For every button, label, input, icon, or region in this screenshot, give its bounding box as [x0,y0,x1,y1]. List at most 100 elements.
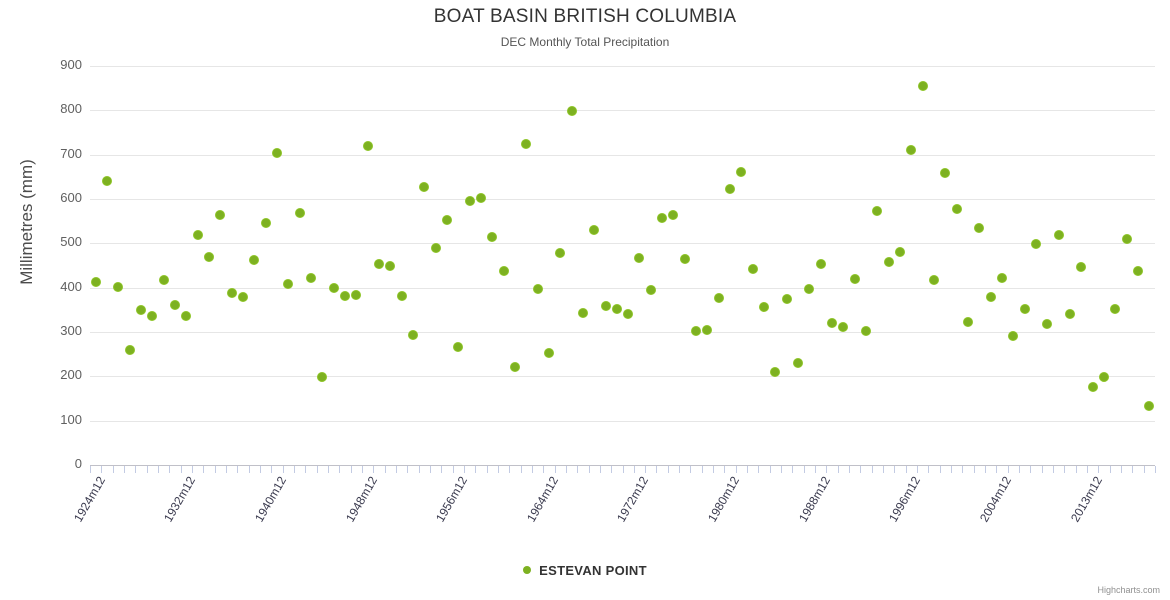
data-point[interactable] [272,149,281,158]
data-point[interactable] [918,81,927,90]
data-point[interactable] [261,218,270,227]
data-point[interactable] [873,206,882,215]
data-point[interactable] [1077,262,1086,271]
data-point[interactable] [964,317,973,326]
data-point[interactable] [250,255,259,264]
data-point[interactable] [510,363,519,372]
data-point[interactable] [1145,401,1154,410]
data-point[interactable] [816,260,825,269]
x-axis-tick [735,466,737,473]
data-point[interactable] [998,273,1007,282]
data-point[interactable] [612,304,621,313]
data-point[interactable] [499,266,508,275]
data-point[interactable] [782,295,791,304]
data-point[interactable] [148,312,157,321]
data-point[interactable] [669,210,678,219]
data-point[interactable] [658,213,667,222]
data-point[interactable] [193,230,202,239]
data-point[interactable] [975,223,984,232]
data-point[interactable] [102,177,111,186]
data-point[interactable] [760,303,769,312]
data-point[interactable] [839,323,848,332]
data-point[interactable] [170,300,179,309]
data-point[interactable] [646,286,655,295]
data-point[interactable] [397,292,406,301]
data-point[interactable] [408,331,417,340]
legend-item[interactable]: ESTEVAN POINT [523,562,647,578]
data-point[interactable] [1054,230,1063,239]
data-point[interactable] [692,327,701,336]
data-point[interactable] [862,326,871,335]
data-point[interactable] [306,274,315,283]
data-point[interactable] [601,302,610,311]
data-point[interactable] [476,194,485,203]
data-point[interactable] [125,346,134,355]
data-point[interactable] [295,209,304,218]
data-point[interactable] [374,259,383,268]
data-point[interactable] [442,216,451,225]
data-point[interactable] [1066,309,1075,318]
data-point[interactable] [567,106,576,115]
data-point[interactable] [1043,320,1052,329]
data-point[interactable] [454,342,463,351]
data-point[interactable] [896,247,905,256]
data-point[interactable] [1111,304,1120,313]
data-point[interactable] [318,373,327,382]
data-point[interactable] [703,325,712,334]
data-point[interactable] [714,294,723,303]
data-point[interactable] [680,255,689,264]
data-point[interactable] [907,146,916,155]
data-point[interactable] [1100,373,1109,382]
data-point[interactable] [941,168,950,177]
data-point[interactable] [238,292,247,301]
data-point[interactable] [544,348,553,357]
data-point[interactable] [726,185,735,194]
data-point[interactable] [91,278,100,287]
data-point[interactable] [590,226,599,235]
data-point[interactable] [533,285,542,294]
data-point[interactable] [1020,305,1029,314]
data-point[interactable] [1122,234,1131,243]
data-point[interactable] [340,292,349,301]
data-point[interactable] [624,309,633,318]
data-point[interactable] [363,141,372,150]
data-point[interactable] [488,232,497,241]
data-point[interactable] [952,205,961,214]
data-point[interactable] [352,291,361,300]
data-point[interactable] [805,285,814,294]
data-point[interactable] [635,254,644,263]
data-point[interactable] [204,253,213,262]
data-point[interactable] [431,243,440,252]
data-point[interactable] [284,280,293,289]
data-point[interactable] [227,288,236,297]
data-point[interactable] [556,249,565,258]
data-point[interactable] [986,292,995,301]
x-axis-tick-label: 1956m12 [433,474,471,525]
y-axis-tick-label: 300 [60,323,82,338]
data-point[interactable] [1088,383,1097,392]
data-point[interactable] [420,183,429,192]
data-point[interactable] [329,284,338,293]
data-point[interactable] [1009,331,1018,340]
data-point[interactable] [578,308,587,317]
data-point[interactable] [794,358,803,367]
data-point[interactable] [522,139,531,148]
data-point[interactable] [1032,240,1041,249]
data-point[interactable] [465,197,474,206]
data-point[interactable] [182,311,191,320]
data-point[interactable] [930,275,939,284]
x-axis-tick [475,466,477,473]
data-point[interactable] [216,210,225,219]
data-point[interactable] [828,319,837,328]
data-point[interactable] [1134,267,1142,276]
x-axis-tick-label: 1972m12 [614,474,652,525]
data-point[interactable] [386,261,395,270]
data-point[interactable] [748,265,757,274]
data-point[interactable] [884,257,893,266]
data-point[interactable] [114,282,123,291]
data-point[interactable] [771,368,780,377]
data-point[interactable] [737,167,746,176]
data-point[interactable] [136,305,145,314]
data-point[interactable] [159,275,168,284]
data-point[interactable] [850,275,859,284]
